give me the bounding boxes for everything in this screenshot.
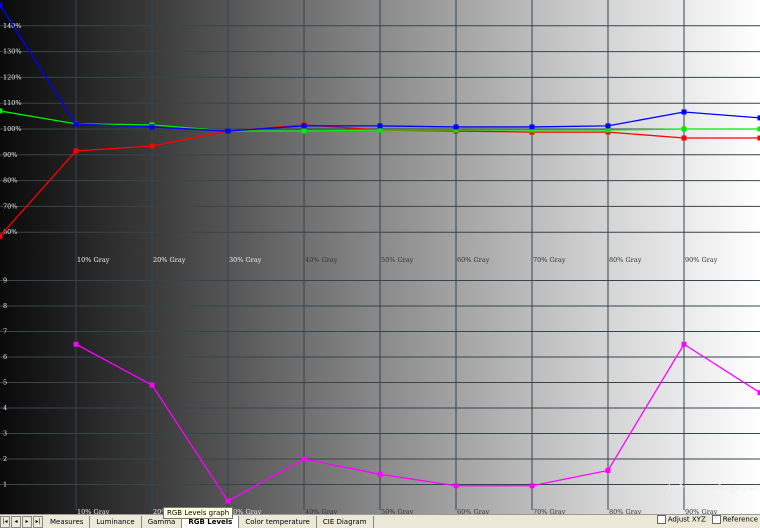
y-tick-label: 110%	[3, 99, 22, 107]
point-marker	[454, 124, 459, 129]
x-tick-label: 90% Gray	[685, 256, 718, 264]
checkbox-label: Reference	[723, 516, 758, 524]
x-tick-label: 30% Gray	[229, 256, 262, 264]
x-tick-label: 10% Gray	[77, 256, 110, 264]
point-marker	[682, 136, 687, 141]
tab[interactable]: Luminance	[90, 516, 141, 528]
x-tick-label: 80% Gray	[609, 256, 642, 264]
charts: 60%70%80%90%100%110%120%130%140%10% Gray…	[0, 0, 760, 514]
options: Adjust XYZ Reference	[657, 515, 758, 524]
point-marker	[150, 383, 155, 388]
series-line	[76, 344, 760, 501]
tab[interactable]: Measures	[44, 516, 90, 528]
y-tick-label: 9	[3, 277, 7, 285]
point-marker	[0, 108, 3, 113]
nav-button[interactable]: ▸|	[33, 516, 43, 528]
point-marker	[682, 342, 687, 347]
y-tick-label: 70%	[3, 202, 17, 210]
nav-button[interactable]: |◂	[0, 516, 10, 528]
point-marker	[302, 129, 307, 134]
x-tick-label: 20% Gray	[153, 256, 186, 264]
point-marker	[74, 122, 79, 127]
checkbox[interactable]: Reference	[712, 515, 758, 524]
y-tick-label: 130%	[3, 48, 22, 56]
watermark: hcfr.sourceforge.net	[668, 484, 759, 494]
checkbox-label: Adjust XYZ	[668, 516, 706, 524]
y-tick-label: 3	[3, 430, 7, 438]
point-marker	[302, 123, 307, 128]
nav-button[interactable]: ◂	[11, 516, 21, 528]
point-marker	[378, 123, 383, 128]
point-marker	[0, 3, 3, 8]
y-tick-label: 100%	[3, 125, 22, 133]
x-tick-label: 70% Gray	[533, 256, 566, 264]
point-marker	[302, 457, 307, 462]
point-marker	[682, 109, 687, 114]
point-marker	[150, 124, 155, 129]
y-tick-label: 8	[3, 302, 7, 310]
checkbox-box[interactable]	[712, 515, 721, 524]
point-marker	[606, 123, 611, 128]
y-tick-label: 90%	[3, 151, 17, 159]
x-tick-label: 40% Gray	[305, 256, 338, 264]
y-tick-label: 120%	[3, 73, 22, 81]
checkbox-box[interactable]	[657, 515, 666, 524]
point-marker	[0, 234, 3, 239]
point-marker	[530, 483, 535, 488]
point-marker	[226, 129, 231, 134]
point-marker	[378, 472, 383, 477]
x-tick-label: 60% Gray	[457, 256, 490, 264]
point-marker	[454, 483, 459, 488]
y-tick-label: 6	[3, 353, 7, 361]
y-tick-label: 5	[3, 379, 7, 387]
checkbox[interactable]: Adjust XYZ	[657, 515, 706, 524]
nav-button[interactable]: ▸	[22, 516, 32, 528]
tab[interactable]: Color temperature	[239, 516, 317, 528]
y-tick-label: 4	[3, 404, 7, 412]
point-marker	[682, 127, 687, 132]
point-marker	[74, 342, 79, 347]
point-marker	[606, 468, 611, 473]
y-tick-label: 2	[3, 455, 7, 463]
point-marker	[74, 148, 79, 153]
x-tick-label: 50% Gray	[381, 256, 414, 264]
y-tick-label: 80%	[3, 177, 17, 185]
tab[interactable]: CIE Diagram	[317, 516, 374, 528]
point-marker	[530, 124, 535, 129]
y-tick-label: 1	[3, 481, 7, 489]
point-marker	[150, 144, 155, 149]
point-marker	[226, 499, 231, 504]
y-tick-label: 7	[3, 328, 7, 336]
tooltip: RGB Levels graph	[163, 507, 233, 519]
y-tick-label: 140%	[3, 22, 22, 30]
